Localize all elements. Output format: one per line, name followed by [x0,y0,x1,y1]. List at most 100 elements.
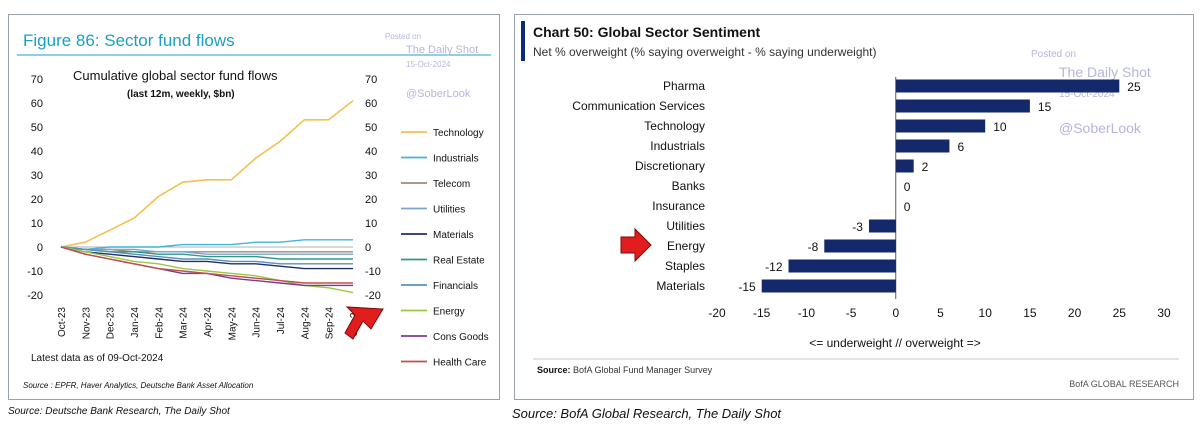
sector-fund-flows-panel: Figure 86: Sector fund flows Posted on T… [8,14,500,400]
category-label: Industrials [650,139,705,153]
left-caption: Source: Deutsche Bank Research, The Dail… [8,406,230,417]
x-tick-label: 10 [979,306,993,320]
bar [895,99,1030,113]
category-label: Banks [672,179,705,193]
figure-title: Figure 86: Sector fund flows [23,31,235,50]
data-label: 15 [1038,100,1052,114]
data-label: -15 [738,280,756,294]
x-tick-label: Jul-24 [276,307,287,335]
data-label: -8 [808,240,819,254]
series-line-health-care [60,246,353,284]
y-tick-label-left: 50 [31,122,43,134]
y-tick-label-right: 70 [365,74,377,86]
y-tick-label-right: 40 [365,146,377,158]
y-tick-label-left: 70 [31,74,43,86]
y-tick-label-right: -20 [365,290,381,302]
bar [868,219,896,233]
y-tick-label-right: 50 [365,122,377,134]
series-line-cons-goods [60,246,353,287]
y-tick-label-left: 0 [37,242,43,254]
legend-label: Financials [433,281,478,292]
bar [788,259,896,273]
legend-label: Cons Goods [433,332,489,343]
x-tick-label: 15 [1023,306,1037,320]
category-label: Technology [644,119,705,133]
x-tick-label: Dec-23 [106,307,117,340]
chart-subtitle: Net % overweight (% saying overweight - … [533,45,877,59]
category-label: Pharma [663,79,705,93]
x-tick-label: 0 [892,306,899,320]
x-tick-label: Jan-24 [130,307,141,338]
watermark-date: 15-Oct-2024 [1059,89,1115,100]
y-tick-label-left: 60 [31,98,43,110]
x-tick-label: Apr-24 [203,307,214,337]
x-tick-label: May-24 [227,307,238,341]
legend-label: Technology [433,128,484,139]
data-label: -12 [765,260,783,274]
category-label: Staples [665,259,705,273]
legend-label: Health Care [433,358,487,369]
y-tick-label-right: 20 [365,194,377,206]
x-tick-label: Sep-24 [325,307,336,340]
bar [895,79,1120,93]
series-line-technology [60,99,354,248]
chart-title: Cumulative global sector fund flows [73,68,278,83]
bar [895,159,914,173]
source-note: Source : EPFR, Haver Analytics, Deutsche… [23,381,254,390]
x-tick-label: -20 [708,306,726,320]
source-label: Source: [537,365,571,375]
y-tick-label-left: 20 [31,194,43,206]
legend-label: Utilities [433,205,465,216]
y-tick-label-right: 30 [365,170,377,182]
series-line-industrials [60,239,353,251]
x-tick-label: 20 [1068,306,1082,320]
y-tick-label-right: 60 [365,98,377,110]
category-label: Materials [656,279,705,293]
series-lines [60,99,354,294]
y-tick-label-right: 10 [365,218,377,230]
category-label: Energy [667,239,705,253]
chart-subtitle: (last 12m, weekly, $bn) [127,89,235,100]
x-axis: -20 -15 -10 -5 0 5 10 15 20 25 30 [708,77,1171,320]
x-tick-label: 25 [1113,306,1127,320]
x-tick-label: Nov-23 [81,307,92,340]
axes: -20 -20 -10 -10 0 0 10 10 20 20 30 30 40 40 50 50 60 60 70… [27,74,381,340]
chart-title: Chart 50: Global Sector Sentiment [533,24,760,40]
series-line-financials [60,246,353,265]
data-label: 25 [1127,80,1141,94]
red-arrow-icon [620,227,652,263]
series-line-materials [60,246,353,270]
sector-sentiment-chart: Chart 50: Global Sector Sentiment Net % … [521,21,1179,389]
data-label: 6 [957,140,964,154]
bar [824,239,896,253]
legend: Technology Industrials Telecom Utilities Mat… [401,128,489,369]
data-label: 0 [904,200,911,214]
category-label: Utilities [666,219,705,233]
x-tick-label: 5 [937,306,944,320]
bar [895,119,986,133]
source-text: BofA Global Fund Manager Survey [573,365,713,375]
legend-label: Industrials [433,154,479,165]
x-tick-label: Jun-24 [252,307,263,338]
y-tick-label-left: 40 [31,146,43,158]
watermark-posted: Posted on [1031,49,1076,60]
bars: Pharma 25 Communication Services 15 Technolo… [572,79,1141,294]
category-label: Discretionary [635,159,705,173]
legend-label: Real Estate [433,256,485,267]
legend-label: Materials [433,230,474,241]
series-line-utilities [60,246,353,255]
watermark-site: The Daily Shot [406,44,478,56]
y-tick-label-left: -20 [27,290,43,302]
sector-fund-flows-chart: Figure 86: Sector fund flows Posted on T… [17,31,491,390]
legend-label: Telecom [433,179,470,190]
x-tick-label: -10 [798,306,816,320]
y-tick-label-left: 30 [31,170,43,182]
x-tick-label: -5 [846,306,857,320]
x-tick-label: Feb-24 [154,307,165,339]
watermark-handle: @SoberLook [406,88,471,100]
data-label: -3 [852,220,863,234]
x-tick-label: -15 [753,306,771,320]
category-label: Insurance [652,199,705,213]
y-tick-label-right: 0 [365,242,371,254]
x-axis-label: <= underweight // overweight => [809,336,980,350]
